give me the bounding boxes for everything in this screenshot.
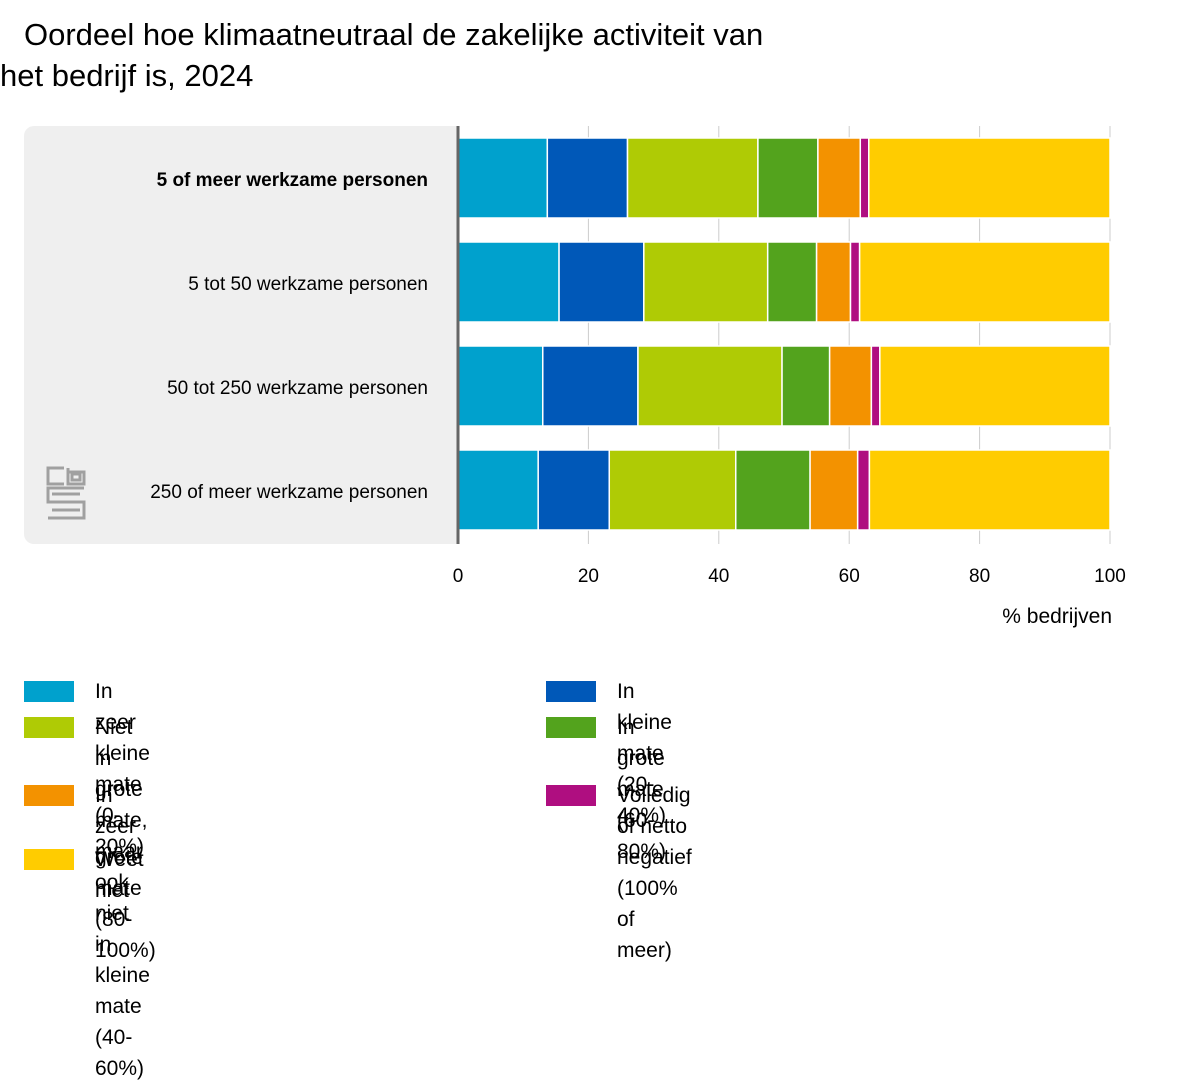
bar-segment (643, 241, 769, 323)
bar-segment (608, 449, 737, 531)
cbs-logo-icon (46, 466, 86, 520)
category-label: 250 of meer werkzame personen (150, 482, 428, 503)
x-tick-label: 80 (969, 566, 990, 587)
x-tick-label: 40 (708, 566, 729, 587)
bar-segment (542, 345, 639, 427)
chart-title: Oordeel hoe klimaatneutraal de zakelijke… (0, 14, 884, 96)
legend-swatch (24, 717, 74, 738)
bar-segment (766, 241, 818, 323)
legend-item: Weet niet (24, 844, 144, 906)
bar-segment (781, 345, 831, 427)
legend-item: In zeer kleine mate (0-20%) (24, 676, 150, 862)
x-tick-label: 100 (1094, 566, 1126, 587)
bar-segment (757, 137, 819, 219)
chart: 5 of meer werkzame personen 5 tot 50 werk… (24, 126, 1126, 628)
bar-segment (817, 137, 862, 219)
bar-segment (546, 137, 629, 219)
legend-swatch (546, 717, 596, 738)
legend-swatch (24, 681, 74, 702)
bar-segment (537, 449, 611, 531)
label-panel (24, 126, 468, 544)
bar-segment (858, 241, 1111, 323)
bar-segment (868, 449, 1111, 531)
bar-segment (870, 345, 881, 427)
bar-segment (859, 137, 870, 219)
legend-label: Volledig of netto negatief (100% of meer… (617, 784, 692, 962)
bar-segment (457, 137, 549, 219)
bar-segment (457, 241, 560, 323)
bar-segment (879, 345, 1111, 427)
bar-segment (637, 345, 783, 427)
legend-item: In grote mate (60-80%) (546, 712, 666, 867)
title-line-2: het bedrijf is, 2024 (0, 58, 254, 93)
bar-segment (849, 241, 861, 323)
panel-mask (458, 126, 470, 544)
bar-segment (558, 241, 645, 323)
category-label: 5 of meer werkzame personen (157, 170, 428, 191)
bar-segment (809, 449, 859, 531)
legend-item: In kleine mate (20-40%) (546, 676, 672, 831)
x-axis-label: % bedrijven (1002, 605, 1112, 628)
bar-segment (735, 449, 811, 531)
legend-label: In kleine mate (20-40%) (617, 680, 672, 827)
x-tick-label: 20 (578, 566, 599, 587)
legend-swatch (24, 785, 74, 806)
bar-segment (457, 345, 544, 427)
legend-swatch (24, 849, 74, 870)
legend-swatch (546, 681, 596, 702)
legend-label: In zeer kleine mate (0-20%) (95, 680, 150, 858)
title-line-1: Oordeel hoe klimaatneutraal de zakelijke… (24, 17, 764, 52)
legend-item: Volledig of netto negatief (100% of meer… (546, 780, 692, 966)
category-label: 50 tot 250 werkzame personen (167, 378, 428, 399)
x-tick-label: 60 (839, 566, 860, 587)
bar-segment (856, 449, 871, 531)
bar-segment (457, 449, 539, 531)
legend-label: In grote mate (60-80%) (617, 716, 667, 863)
bar-segment (828, 345, 873, 427)
legend-swatch (546, 785, 596, 806)
bar-segment (626, 137, 759, 219)
category-label: 5 tot 50 werkzame personen (188, 274, 428, 295)
bar-segment (815, 241, 852, 323)
legend-label: Weet niet (95, 848, 144, 902)
x-tick-label: 0 (453, 566, 464, 587)
bar-segment (868, 137, 1111, 219)
